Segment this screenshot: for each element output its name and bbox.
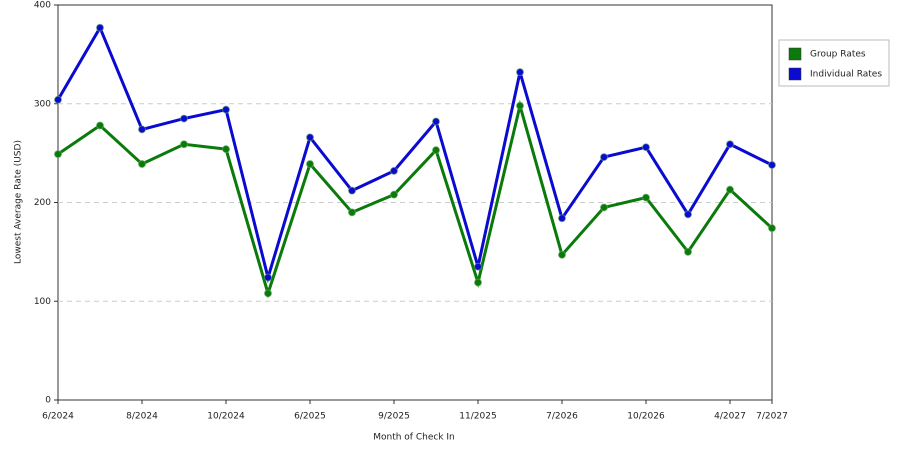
x-tick-label: 10/2026 (627, 412, 665, 422)
data-point (306, 133, 314, 142)
x-tick-label: 9/2025 (378, 412, 410, 422)
data-point (642, 193, 650, 202)
x-tick-label: 8/2024 (126, 412, 158, 422)
legend-label: Individual Rates (810, 70, 882, 80)
x-tick-label: 10/2024 (207, 412, 245, 422)
x-tick-label: 11/2025 (459, 412, 496, 422)
data-point (474, 278, 482, 287)
legend-swatch (788, 67, 802, 81)
data-point (768, 160, 776, 169)
data-point (390, 166, 398, 175)
y-tick-label: 200 (34, 198, 51, 208)
data-point (600, 153, 608, 162)
x-axis-label: Month of Check In (373, 433, 455, 443)
data-point (264, 289, 272, 298)
y-axis-label: Lowest Average Rate (USD) (14, 140, 24, 264)
data-point (54, 95, 62, 104)
x-tick-label: 4/2027 (714, 412, 746, 422)
data-point (138, 159, 146, 168)
data-point (390, 190, 398, 199)
data-point (306, 159, 314, 168)
data-point (432, 117, 440, 126)
data-point (96, 121, 104, 130)
data-point (54, 150, 62, 159)
data-point (600, 203, 608, 212)
data-point (642, 143, 650, 152)
data-point (348, 208, 356, 217)
series-line (57, 99, 774, 299)
data-point (222, 105, 230, 114)
data-point (138, 125, 146, 134)
legend-swatch (788, 47, 802, 61)
data-point (558, 250, 566, 259)
data-point (222, 145, 230, 154)
data-point (726, 140, 734, 149)
series-line (56, 24, 773, 284)
data-point (474, 262, 482, 271)
data-point (516, 68, 524, 77)
legend-label: Group Rates (810, 50, 866, 60)
data-point (684, 247, 692, 256)
y-tick-label: 400 (34, 1, 51, 11)
data-point (516, 101, 524, 110)
data-point (180, 114, 188, 123)
data-point (684, 210, 692, 219)
x-tick-label: 6/2024 (42, 412, 74, 422)
x-tick-label: 7/2027 (756, 412, 788, 422)
data-point (96, 23, 104, 32)
y-tick-label: 0 (45, 396, 51, 406)
data-point (348, 186, 356, 195)
y-tick-label: 100 (34, 297, 51, 307)
data-point (264, 273, 272, 282)
data-point (726, 185, 734, 194)
x-tick-label: 6/2025 (294, 412, 326, 422)
x-tick-label: 7/2026 (546, 412, 578, 422)
data-point (432, 146, 440, 155)
data-point (768, 224, 776, 233)
data-point (558, 214, 566, 223)
y-tick-label: 300 (34, 99, 51, 109)
data-point (180, 140, 188, 149)
